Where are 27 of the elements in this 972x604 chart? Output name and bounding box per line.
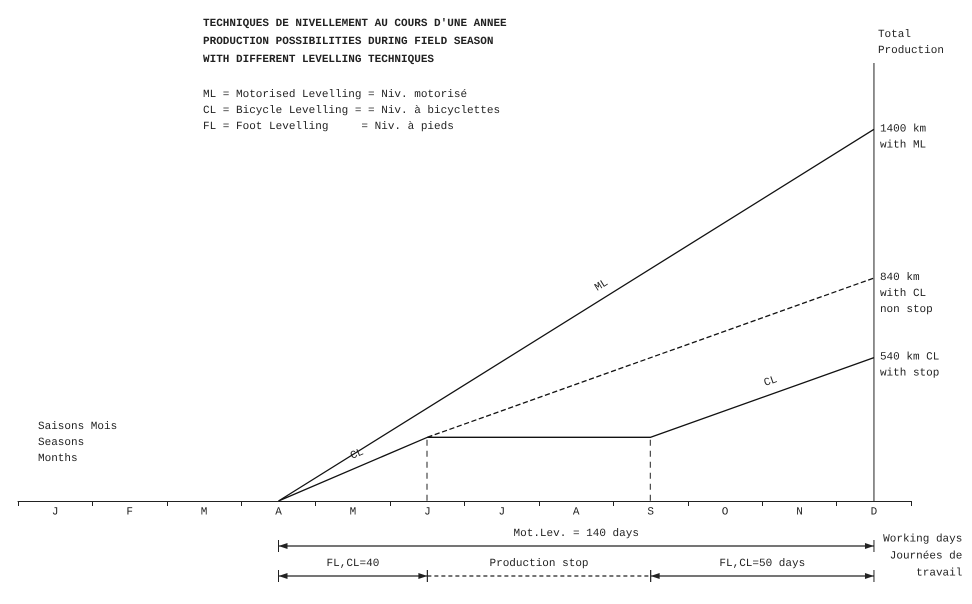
x-tick-label: S [647, 506, 654, 518]
text: FL,CL=40 [326, 558, 380, 570]
y-axis-title: Total Production [878, 29, 944, 57]
data-label: 1400 km with ML [880, 123, 927, 152]
text: FL,CL=50 days [719, 558, 806, 570]
x-tick-label: F [126, 506, 133, 518]
chart-title: TECHNIQUES DE NIVELLEMENT AU COURS D'UNE ANNEE PRODUCTION POSSIBILITIES DURING FIELD SEASON WITH DIFFERENT LEVELLING TECHNIQUES [203, 18, 508, 66]
x-tick-label: D [870, 506, 878, 518]
text: ML [593, 277, 611, 294]
x-tick-label: N [796, 506, 803, 518]
x-axis-title: Working days Journées de travail [883, 534, 962, 580]
x-tick-label: M [350, 506, 356, 518]
x-tick-label: J [498, 506, 506, 518]
data-label: 540 km CL with stop [880, 352, 940, 380]
data-label: 840 km with CL non stop [880, 272, 933, 316]
x-tick-label: J [424, 506, 431, 518]
x-tick-label: A [572, 506, 580, 518]
annotation: Saisons Mois Seasons Months [38, 421, 118, 465]
x-tick-label: O [722, 506, 729, 518]
text: CL [762, 374, 780, 390]
text: Production stop [490, 558, 589, 570]
x-tick-label: J [52, 506, 59, 518]
text: Mot.Lev. = 140 days [514, 528, 639, 540]
text: CL [348, 446, 366, 463]
text: ML = Motorised Levelling = Niv. motorisé CL = Bicycle Levelling = = Niv. à bicyclettes FL = Foot Levelling = Niv. à pieds [203, 89, 500, 133]
x-tick-label: A [275, 506, 282, 518]
x-tick-label: M [200, 506, 208, 518]
